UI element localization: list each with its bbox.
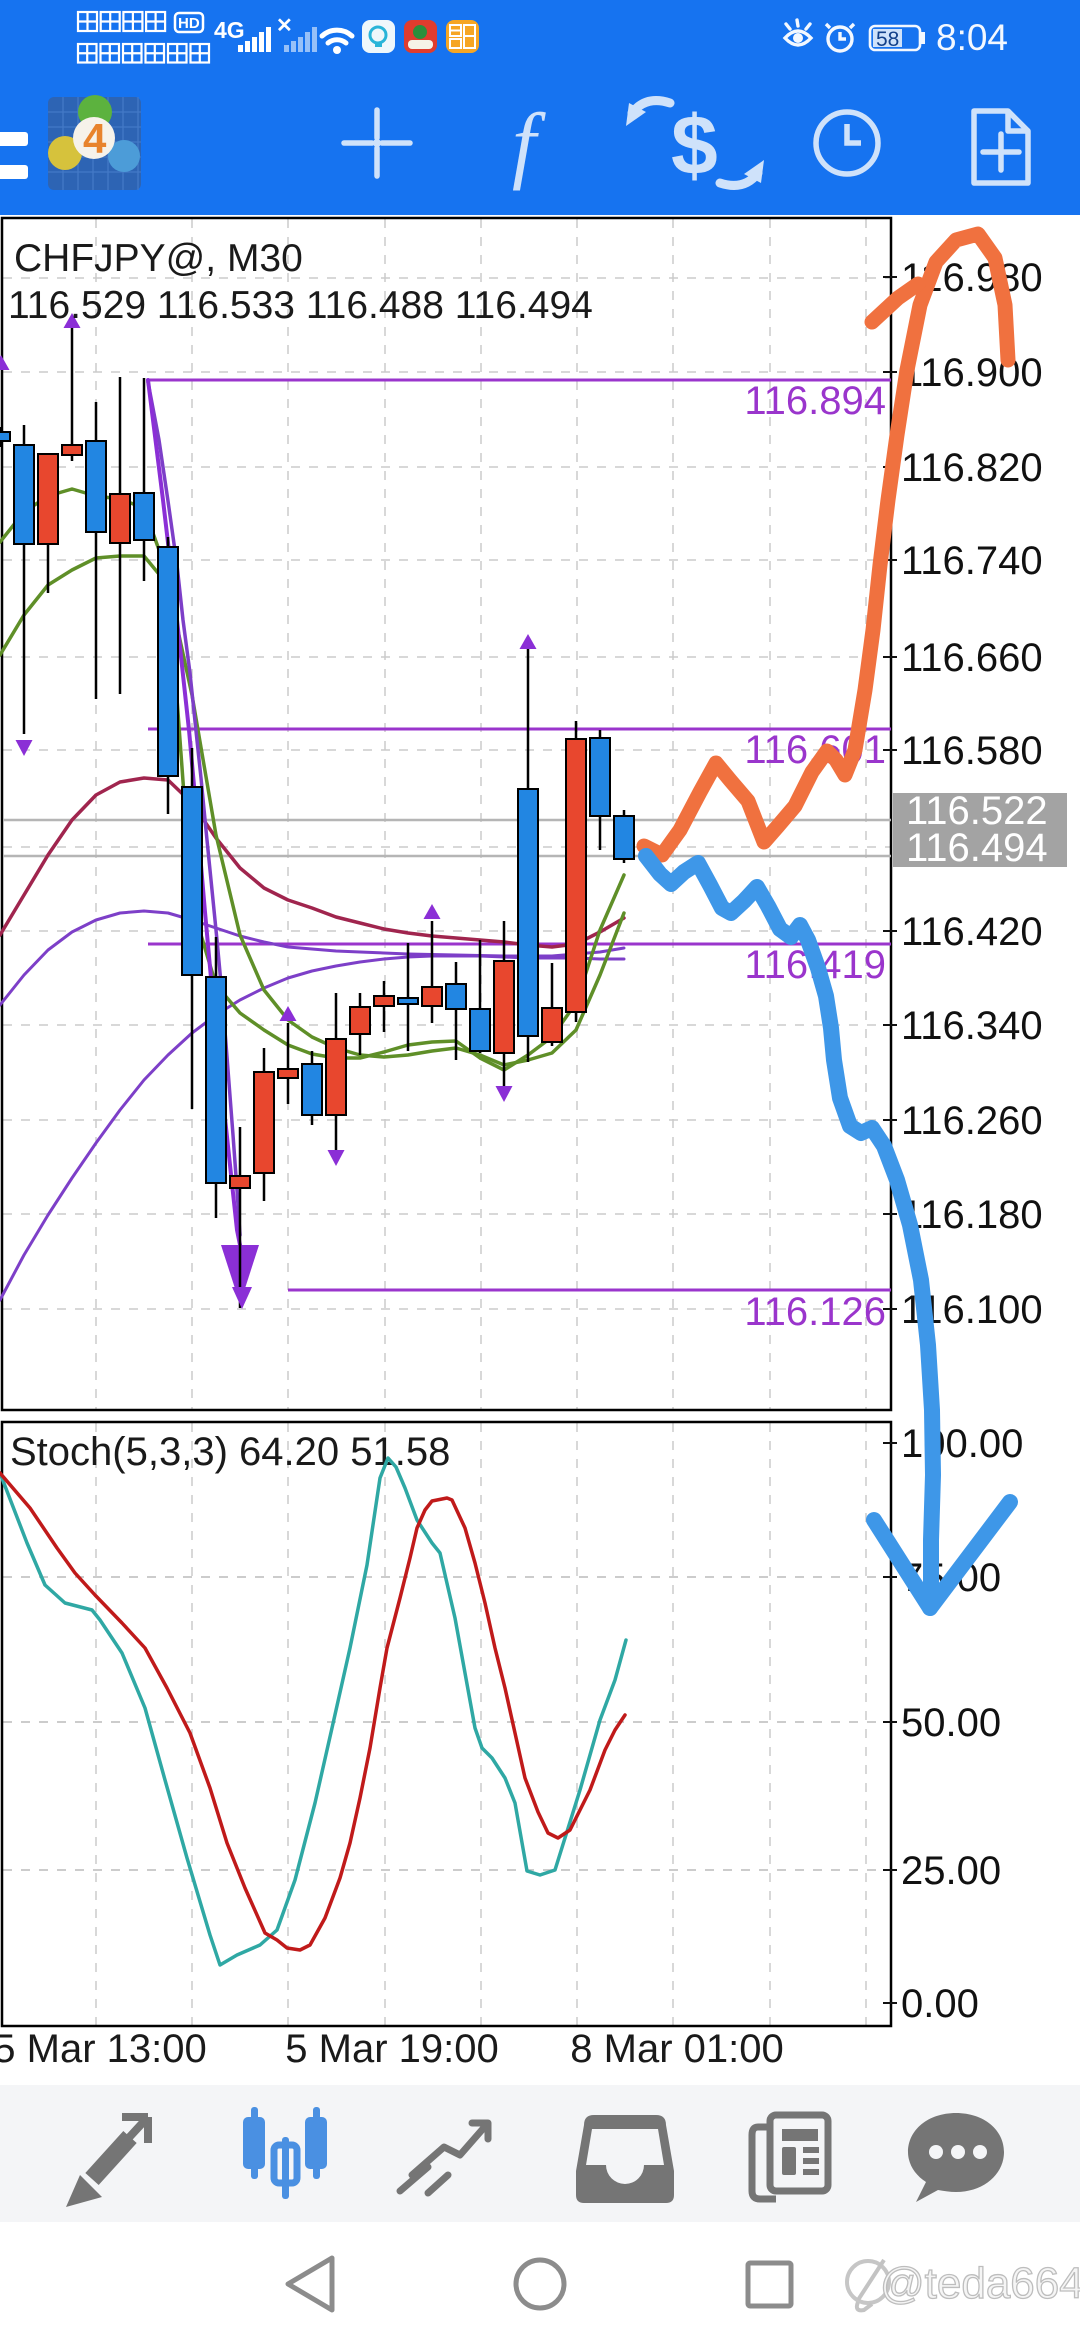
svg-text:58: 58 [876, 28, 899, 51]
svg-text:116.260: 116.260 [901, 1099, 1043, 1143]
svg-text:@teda664: @teda664 [880, 2259, 1080, 2308]
svg-text:4G: 4G [214, 17, 245, 43]
svg-text:116.529 116.533 116.488 116.49: 116.529 116.533 116.488 116.494 [8, 284, 593, 327]
svg-text:116.420: 116.420 [901, 910, 1043, 954]
svg-text:116.820: 116.820 [901, 446, 1043, 490]
svg-text:116.340: 116.340 [901, 1004, 1043, 1048]
svg-text:116.126: 116.126 [744, 1290, 886, 1334]
svg-text:HD: HD [178, 15, 200, 32]
svg-text:100.00: 100.00 [901, 1422, 1023, 1466]
svg-text:116.180: 116.180 [901, 1193, 1043, 1237]
svg-text:25.00: 25.00 [901, 1849, 1001, 1893]
svg-text:✕: ✕ [276, 15, 293, 37]
svg-text:8:04: 8:04 [936, 17, 1008, 58]
svg-text:$: $ [671, 98, 718, 192]
svg-text:CHFJPY@, M30: CHFJPY@, M30 [14, 237, 303, 280]
svg-text:116.660: 116.660 [901, 636, 1043, 680]
svg-text:50.00: 50.00 [901, 1701, 1001, 1745]
svg-text:Stoch(5,3,3) 64.20 51.58: Stoch(5,3,3) 64.20 51.58 [10, 1430, 450, 1474]
svg-text:116.580: 116.580 [901, 729, 1043, 773]
svg-text:5 Mar 13:00: 5 Mar 13:00 [0, 2027, 207, 2071]
svg-text:0.00: 0.00 [901, 1982, 979, 2026]
svg-text:116.894: 116.894 [744, 379, 886, 423]
svg-text:116.900: 116.900 [901, 351, 1043, 395]
svg-text:116.494: 116.494 [906, 826, 1048, 870]
svg-text:116.522: 116.522 [906, 789, 1048, 833]
svg-text:8 Mar 01:00: 8 Mar 01:00 [570, 2027, 783, 2071]
svg-text:5 Mar 19:00: 5 Mar 19:00 [285, 2027, 498, 2071]
svg-text:4: 4 [83, 115, 107, 162]
svg-text:116.740: 116.740 [901, 539, 1043, 583]
